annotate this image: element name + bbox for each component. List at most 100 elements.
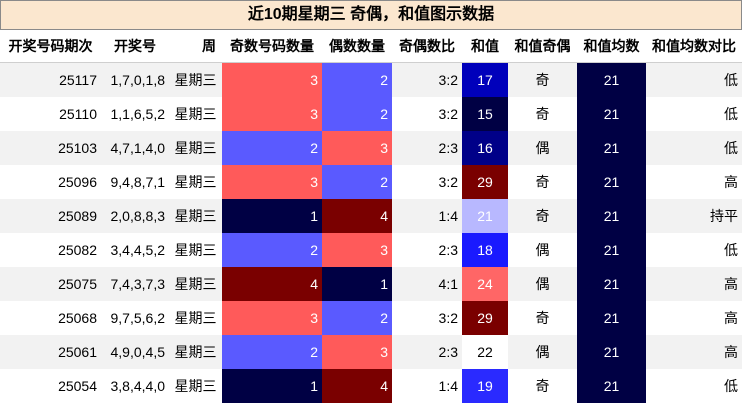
cell-sum-average: 21 (577, 369, 646, 403)
cell-even-count: 3 (322, 233, 392, 267)
table-row[interactable]: 25110 1,1,6,5,2 星期三 3 2 3:2 15 奇 21 低 (0, 97, 742, 131)
cell-weekday: 星期三 (169, 369, 222, 403)
cell-weekday: 星期三 (169, 233, 222, 267)
cell-sum-parity: 奇 (508, 301, 577, 335)
cell-weekday: 星期三 (169, 62, 222, 97)
cell-numbers: 1,7,0,1,8 (101, 62, 169, 97)
cell-average-compare: 高 (646, 335, 742, 369)
cell-average-compare: 低 (646, 62, 742, 97)
cell-sum-average: 21 (577, 301, 646, 335)
cell-sum-parity: 偶 (508, 335, 577, 369)
cell-issue: 25089 (0, 199, 101, 233)
page-title: 近10期星期三 奇偶，和值图示数据 (0, 0, 742, 30)
cell-issue: 25061 (0, 335, 101, 369)
table-header-row: 开奖号码期次 开奖号 周 奇数号码数量 偶数数量 奇偶数比 和值 和值奇偶 和值… (0, 30, 742, 63)
cell-even-count: 2 (322, 62, 392, 97)
cell-weekday: 星期三 (169, 267, 222, 301)
cell-sum-average: 21 (577, 165, 646, 199)
cell-numbers: 4,7,1,4,0 (101, 131, 169, 165)
cell-ratio: 2:3 (392, 131, 462, 165)
cell-numbers: 1,1,6,5,2 (101, 97, 169, 131)
cell-ratio: 1:4 (392, 369, 462, 403)
table-row[interactable]: 25103 4,7,1,4,0 星期三 2 3 2:3 16 偶 21 低 (0, 131, 742, 165)
cell-issue: 25075 (0, 267, 101, 301)
cell-sum-parity: 奇 (508, 97, 577, 131)
cell-even-count: 2 (322, 165, 392, 199)
cell-odd-count: 3 (222, 62, 322, 97)
cell-issue: 25103 (0, 131, 101, 165)
header-average-compare[interactable]: 和值均数对比 (652, 38, 736, 54)
cell-sum: 24 (462, 267, 508, 301)
cell-average-compare: 高 (646, 301, 742, 335)
cell-sum: 22 (462, 335, 508, 369)
cell-sum-parity: 奇 (508, 369, 577, 403)
cell-odd-count: 3 (222, 97, 322, 131)
cell-average-compare: 高 (646, 267, 742, 301)
cell-odd-count: 2 (222, 233, 322, 267)
cell-odd-count: 1 (222, 199, 322, 233)
cell-issue: 25110 (0, 97, 101, 131)
header-sum-parity[interactable]: 和值奇偶 (514, 38, 571, 54)
cell-even-count: 2 (322, 301, 392, 335)
cell-numbers: 4,9,0,4,5 (101, 335, 169, 369)
header-sum-average[interactable]: 和值均数 (583, 38, 640, 54)
cell-sum-average: 21 (577, 335, 646, 369)
cell-numbers: 7,4,3,7,3 (101, 267, 169, 301)
cell-sum-average: 21 (577, 131, 646, 165)
table-row[interactable]: 25061 4,9,0,4,5 星期三 2 3 2:3 22 偶 21 高 (0, 335, 742, 369)
cell-sum: 18 (462, 233, 508, 267)
cell-odd-count: 4 (222, 267, 322, 301)
cell-issue: 25117 (0, 62, 101, 97)
header-sum[interactable]: 和值 (471, 38, 499, 54)
cell-issue: 25096 (0, 165, 101, 199)
cell-odd-count: 2 (222, 131, 322, 165)
cell-even-count: 3 (322, 335, 392, 369)
cell-even-count: 3 (322, 131, 392, 165)
table-row[interactable]: 25082 3,4,4,5,2 星期三 2 3 2:3 18 偶 21 低 (0, 233, 742, 267)
cell-sum-average: 21 (577, 62, 646, 97)
cell-even-count: 4 (322, 199, 392, 233)
header-ratio[interactable]: 奇偶数比 (399, 38, 455, 54)
cell-sum-parity: 偶 (508, 233, 577, 267)
header-odd-count[interactable]: 奇数号码数量 (230, 38, 314, 54)
cell-weekday: 星期三 (169, 335, 222, 369)
cell-issue: 25054 (0, 369, 101, 403)
table-row[interactable]: 25054 3,8,4,4,0 星期三 1 4 1:4 19 奇 21 低 (0, 369, 742, 403)
cell-ratio: 4:1 (392, 267, 462, 301)
table-row[interactable]: 25075 7,4,3,7,3 星期三 4 1 4:1 24 偶 21 高 (0, 267, 742, 301)
header-even-count[interactable]: 偶数数量 (329, 38, 385, 54)
table-row[interactable]: 25117 1,7,0,1,8 星期三 3 2 3:2 17 奇 21 低 (0, 62, 742, 97)
cell-numbers: 3,8,4,4,0 (101, 369, 169, 403)
cell-numbers: 2,0,8,8,3 (101, 199, 169, 233)
cell-even-count: 1 (322, 267, 392, 301)
cell-weekday: 星期三 (169, 131, 222, 165)
cell-weekday: 星期三 (169, 97, 222, 131)
cell-sum-average: 21 (577, 199, 646, 233)
table-row[interactable]: 25068 9,7,5,6,2 星期三 3 2 3:2 29 奇 21 高 (0, 301, 742, 335)
cell-sum: 29 (462, 301, 508, 335)
header-weekday[interactable]: 周 (202, 38, 216, 54)
table-row[interactable]: 25089 2,0,8,8,3 星期三 1 4 1:4 21 奇 21 持平 (0, 199, 742, 233)
table-row[interactable]: 25096 9,4,8,7,1 星期三 3 2 3:2 29 奇 21 高 (0, 165, 742, 199)
cell-sum-parity: 偶 (508, 267, 577, 301)
data-table: 开奖号码期次 开奖号 周 奇数号码数量 偶数数量 奇偶数比 和值 和值奇偶 和值… (0, 30, 742, 403)
cell-sum: 19 (462, 369, 508, 403)
header-numbers[interactable]: 开奖号 (114, 38, 156, 54)
cell-ratio: 3:2 (392, 97, 462, 131)
cell-numbers: 3,4,4,5,2 (101, 233, 169, 267)
cell-sum-parity: 奇 (508, 62, 577, 97)
cell-sum-average: 21 (577, 233, 646, 267)
cell-ratio: 2:3 (392, 233, 462, 267)
cell-average-compare: 高 (646, 165, 742, 199)
cell-weekday: 星期三 (169, 165, 222, 199)
header-issue[interactable]: 开奖号码期次 (8, 38, 93, 54)
cell-ratio: 2:3 (392, 335, 462, 369)
cell-sum: 15 (462, 97, 508, 131)
cell-sum-parity: 奇 (508, 199, 577, 233)
cell-numbers: 9,7,5,6,2 (101, 301, 169, 335)
cell-sum-average: 21 (577, 267, 646, 301)
cell-ratio: 3:2 (392, 62, 462, 97)
cell-average-compare: 低 (646, 97, 742, 131)
cell-ratio: 3:2 (392, 301, 462, 335)
cell-sum: 16 (462, 131, 508, 165)
